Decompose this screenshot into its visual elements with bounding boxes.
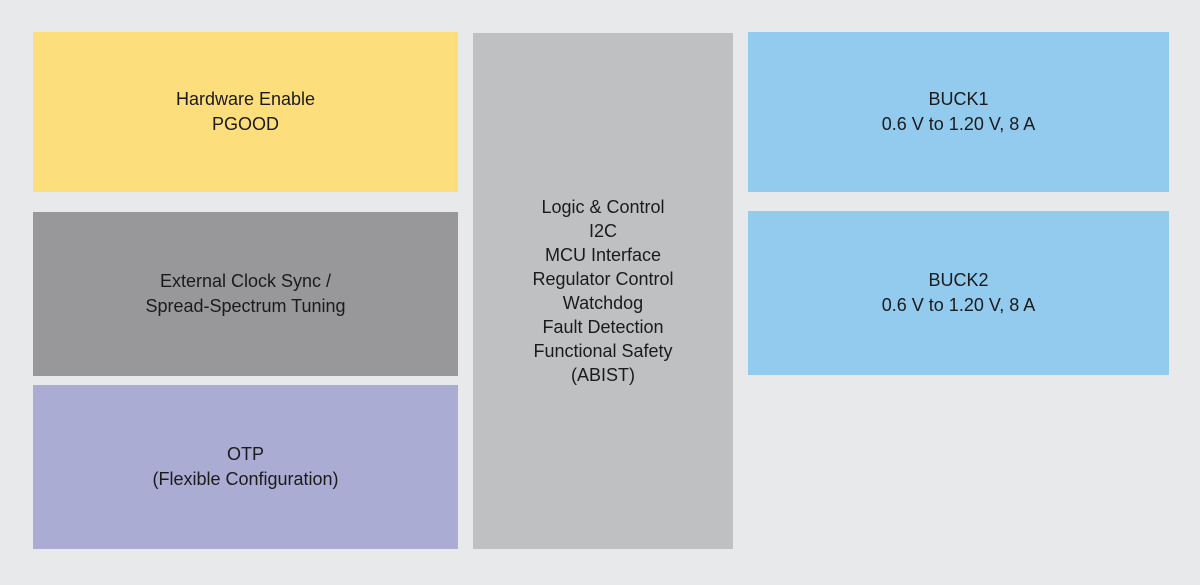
block-external-clock-sync: External Clock Sync / Spread-Spectrum Tu…: [33, 212, 458, 376]
block-label-line: Fault Detection: [542, 317, 664, 337]
block-label-line: BUCK1: [928, 89, 989, 109]
block-label-line: 0.6 V to 1.20 V, 8 A: [881, 114, 1036, 134]
block-label-line: (ABIST): [570, 365, 635, 385]
block-label-line: (Flexible Configuration): [152, 469, 339, 489]
block-logic-and-control: Logic & Control I2C MCU Interface Regula…: [473, 33, 733, 549]
block-label-line: BUCK2: [928, 270, 989, 290]
block-label-line: 0.6 V to 1.20 V, 8 A: [881, 295, 1036, 315]
block-label-line: I2C: [588, 221, 617, 241]
block-label-line: PGOOD: [211, 114, 279, 134]
block-label-line: Regulator Control: [532, 269, 674, 289]
block-buck1-regulator: BUCK1 0.6 V to 1.20 V, 8 A: [748, 32, 1169, 192]
block-label-line: Spread-Spectrum Tuning: [145, 296, 346, 316]
block-label-line: Logic & Control: [541, 197, 665, 217]
block-hardware-enable-pgood: Hardware Enable PGOOD: [33, 32, 458, 192]
block-label-line: OTP: [226, 444, 264, 464]
block-buck2-regulator: BUCK2 0.6 V to 1.20 V, 8 A: [748, 211, 1169, 375]
block-otp-flexible-configuration: OTP (Flexible Configuration): [33, 385, 458, 549]
block-label-line: Functional Safety: [533, 341, 673, 361]
block-label-line: Watchdog: [562, 293, 644, 313]
block-label-line: Hardware Enable: [175, 89, 316, 109]
block-label-line: External Clock Sync /: [159, 271, 332, 291]
block-label-line: MCU Interface: [544, 245, 662, 265]
